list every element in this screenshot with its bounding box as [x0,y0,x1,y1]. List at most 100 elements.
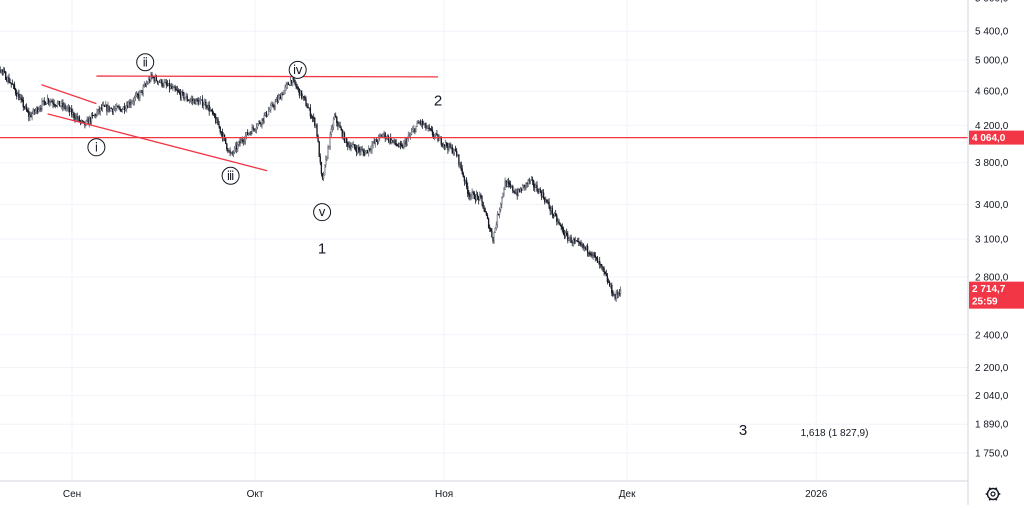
candle-body [199,99,202,102]
gear-icon-tooth [995,498,998,501]
candle-body [419,121,422,124]
candle-body [520,188,523,191]
candle-body [518,189,521,192]
y-tick-label: 3 800,0 [975,158,1009,169]
candle-body [604,271,606,274]
candle-body [130,102,132,105]
candle-body [205,101,207,107]
candle-body [189,99,192,101]
candle-body [211,109,214,114]
trend-line-channel-upper[interactable] [41,84,97,105]
candle-body [525,182,527,188]
y-tick-label: 2 400,0 [975,330,1009,341]
candle-body [341,129,343,138]
candle-body [123,106,126,111]
candle-body [80,120,83,122]
candle-body [612,293,614,296]
candle-body [468,193,470,196]
candle-body [221,132,224,139]
candle-body [332,118,335,128]
gear-icon[interactable] [985,487,1001,501]
candle-body [523,184,525,187]
candle-body [31,113,33,118]
candle-body [249,132,251,134]
candle-body [450,146,452,148]
candle-body [78,116,81,122]
candle-body [175,89,177,91]
candle-body [467,186,469,194]
candle-body [160,79,162,83]
candle-body [541,192,544,197]
candle-body [454,148,457,152]
candle-body [253,128,255,131]
candle-body [185,96,187,99]
candle-body [522,185,524,191]
candle-body [336,116,338,123]
candle-body [13,84,16,90]
trend-line-wave-ii-iv-upper[interactable] [96,75,439,78]
candle-body [500,203,502,210]
candle-body [255,127,258,130]
candle-body [113,108,116,110]
candle-body [406,138,408,145]
candle-body [88,118,90,125]
candle-body [557,221,559,223]
candle-body [112,108,115,113]
gear-icon-ring [986,487,1000,501]
candle-body [69,108,72,112]
candle-body [584,246,587,249]
trend-lines-layer[interactable] [0,75,968,172]
candle-body [618,292,621,294]
candle-body [563,233,566,237]
candle-body [384,132,386,139]
candle-body [317,135,319,143]
candle-body [594,255,596,258]
candle-body [251,127,253,135]
trend-line-channel-lower[interactable] [47,113,268,172]
candle-body [420,121,423,124]
candle-body [168,83,171,89]
candle-body [615,292,617,299]
candle-body [12,84,15,86]
candle-body [438,138,440,141]
candle-body [30,114,32,118]
candle-body [503,189,505,195]
candle-body [232,152,235,154]
candle-body [392,140,394,142]
candle-body [140,89,142,93]
candle-body [616,292,618,295]
candle-body [408,135,411,137]
candle-body [142,86,144,93]
candle-body [283,90,285,95]
y-tick-label: 2 040,0 [975,391,1009,402]
candle-body [595,256,598,259]
candle-body [453,148,456,153]
y-tick-label: 5 400,0 [975,27,1009,38]
candle-body [331,127,334,130]
candle-body [375,139,378,142]
candle-body [516,192,518,196]
candle-body [405,140,407,145]
candle-body [549,207,551,212]
candle-body [470,194,472,198]
candle-body [498,208,501,215]
candle-body [528,179,530,182]
candle-body [248,133,250,136]
candle-body [66,107,68,109]
candle-body [96,111,98,116]
candle-body [141,89,143,93]
candle-body [325,158,327,165]
candle-body [144,84,147,86]
candle-body [108,105,110,111]
candle-body [139,91,141,99]
candle-body [613,294,615,296]
candle-body [308,107,310,109]
candle-body [67,107,70,109]
candle-body [17,93,19,97]
candle-body [369,148,371,150]
candle-body [182,91,184,94]
candle-body [229,150,231,154]
candle-body [401,144,403,146]
